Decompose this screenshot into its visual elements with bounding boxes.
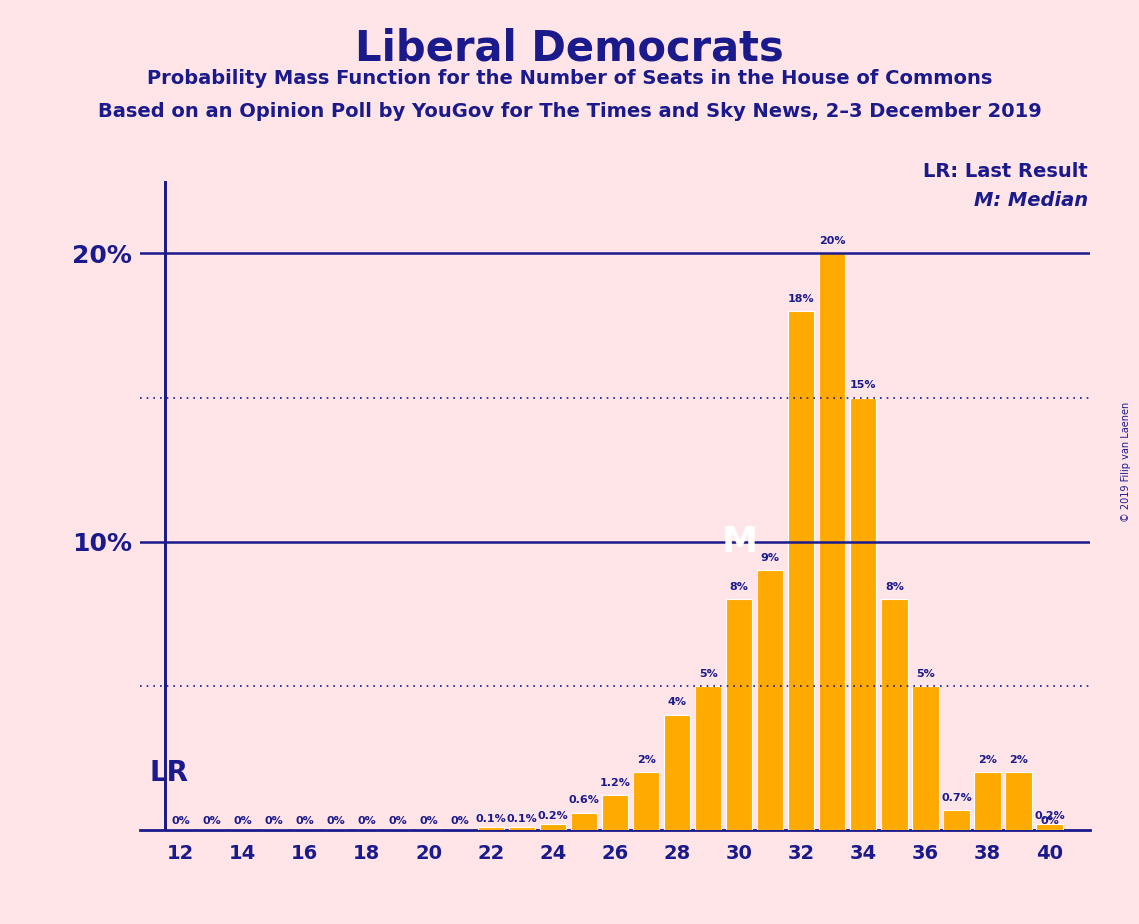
Text: 9%: 9% xyxy=(761,553,780,564)
Text: 0%: 0% xyxy=(171,817,190,826)
Bar xyxy=(509,827,535,830)
Text: 0.1%: 0.1% xyxy=(476,813,507,823)
Bar xyxy=(1036,824,1063,830)
Text: 2%: 2% xyxy=(637,755,656,765)
Text: 0.2%: 0.2% xyxy=(1034,810,1065,821)
Bar xyxy=(633,772,659,830)
Bar xyxy=(819,253,845,830)
Text: 0%: 0% xyxy=(233,817,252,826)
Bar xyxy=(912,686,939,830)
Bar xyxy=(757,570,784,830)
Bar xyxy=(540,824,566,830)
Text: 1.2%: 1.2% xyxy=(599,778,631,788)
Text: 0%: 0% xyxy=(1040,817,1059,826)
Text: 0%: 0% xyxy=(419,817,439,826)
Bar xyxy=(726,600,753,830)
Text: 0.6%: 0.6% xyxy=(568,796,599,806)
Bar xyxy=(788,311,814,830)
Text: 0%: 0% xyxy=(327,817,345,826)
Text: 4%: 4% xyxy=(667,698,687,708)
Text: 0.7%: 0.7% xyxy=(941,793,972,803)
Text: LR: Last Result: LR: Last Result xyxy=(923,162,1088,181)
Text: Liberal Democrats: Liberal Democrats xyxy=(355,28,784,69)
Text: © 2019 Filip van Laenen: © 2019 Filip van Laenen xyxy=(1121,402,1131,522)
Text: 0%: 0% xyxy=(451,817,469,826)
Text: 0%: 0% xyxy=(388,817,408,826)
Bar xyxy=(571,812,597,830)
Bar xyxy=(477,827,505,830)
Text: 0%: 0% xyxy=(295,817,314,826)
Text: 15%: 15% xyxy=(850,381,877,390)
Text: 2%: 2% xyxy=(978,755,997,765)
Text: 20%: 20% xyxy=(819,237,845,246)
Text: 18%: 18% xyxy=(788,294,814,304)
Text: M: M xyxy=(721,525,757,559)
Text: Based on an Opinion Poll by YouGov for The Times and Sky News, 2–3 December 2019: Based on an Opinion Poll by YouGov for T… xyxy=(98,102,1041,121)
Text: 5%: 5% xyxy=(698,669,718,678)
Bar xyxy=(850,397,877,830)
Text: LR: LR xyxy=(149,759,189,786)
Bar xyxy=(601,796,629,830)
Text: 0.1%: 0.1% xyxy=(507,813,538,823)
Text: 5%: 5% xyxy=(916,669,935,678)
Bar xyxy=(882,600,908,830)
Text: 0.2%: 0.2% xyxy=(538,810,568,821)
Text: 8%: 8% xyxy=(730,582,748,592)
Bar xyxy=(974,772,1001,830)
Text: M: Median: M: Median xyxy=(974,191,1088,211)
Text: 0%: 0% xyxy=(264,817,284,826)
Bar xyxy=(943,809,969,830)
Text: 2%: 2% xyxy=(1009,755,1027,765)
Bar xyxy=(664,714,690,830)
Text: 0%: 0% xyxy=(203,817,221,826)
Text: 8%: 8% xyxy=(885,582,903,592)
Bar xyxy=(695,686,721,830)
Text: Probability Mass Function for the Number of Seats in the House of Commons: Probability Mass Function for the Number… xyxy=(147,69,992,89)
Bar xyxy=(1006,772,1032,830)
Text: 0%: 0% xyxy=(358,817,376,826)
